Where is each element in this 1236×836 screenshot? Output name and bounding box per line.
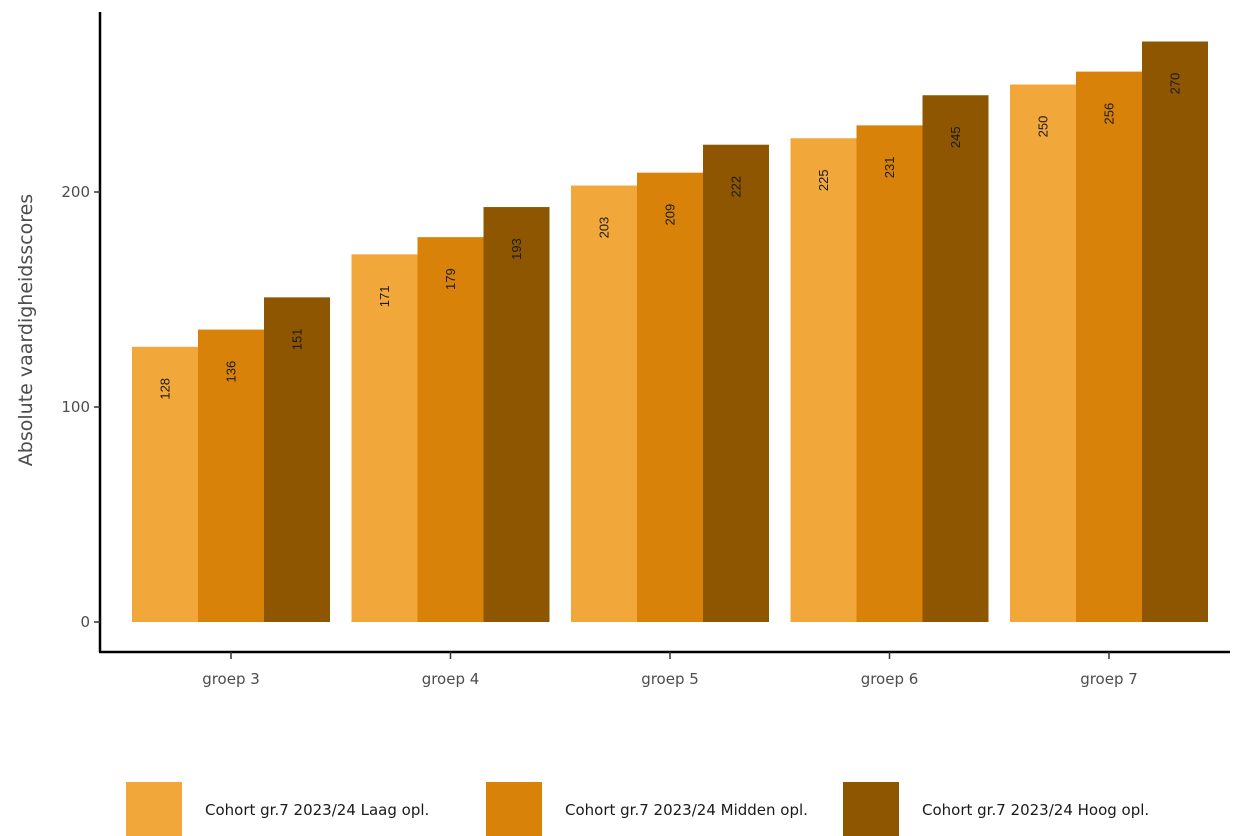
bar-value-label: 171 — [377, 285, 392, 307]
x-tick-label: groep 6 — [861, 670, 919, 688]
bar-value-label: 270 — [1168, 73, 1183, 95]
bar-value-label: 222 — [729, 176, 744, 198]
bar-value-label: 203 — [597, 217, 612, 239]
bar — [571, 185, 637, 623]
bar-value-label: 231 — [882, 156, 897, 178]
y-axis-title: Absolute vaardigheidsscores — [15, 194, 37, 466]
bar — [703, 144, 769, 622]
bar — [198, 329, 264, 622]
bar — [351, 254, 418, 622]
bar — [264, 297, 330, 622]
bar-value-label: 245 — [948, 126, 963, 148]
plot-area: 128 136 151 171 179 193 203 209 222 225 231 245 250 2… — [132, 41, 1208, 623]
legend-swatch — [126, 782, 182, 836]
y-axis: 0 100 200 — [61, 12, 102, 652]
legend-swatch — [843, 782, 899, 836]
bar — [856, 125, 923, 622]
bar — [790, 138, 857, 622]
legend-swatch — [486, 782, 542, 836]
bar — [637, 172, 703, 622]
bar-value-label: 128 — [158, 378, 173, 400]
bar-value-label: 179 — [443, 268, 458, 290]
legend-label: Cohort gr.7 2023/24 Midden opl. — [565, 801, 808, 819]
bar-value-label: 225 — [816, 169, 831, 191]
legend-label: Cohort gr.7 2023/24 Hoog opl. — [922, 801, 1149, 819]
bar-value-label: 151 — [290, 328, 305, 350]
x-tick-label: groep 3 — [202, 670, 260, 688]
x-tick-label: groep 7 — [1080, 670, 1138, 688]
bar-value-label: 193 — [509, 238, 524, 260]
bar — [922, 95, 989, 622]
bar-value-label: 256 — [1102, 103, 1117, 125]
bar — [483, 207, 550, 623]
bar-value-label: 136 — [224, 361, 239, 383]
bar — [1142, 41, 1208, 622]
x-tick-label: groep 4 — [422, 670, 480, 688]
x-axis: groep 3 groep 4 groep 5 groep 6 groep 7 — [99, 650, 1230, 688]
y-tick-label: 0 — [80, 613, 90, 631]
bar — [132, 346, 198, 622]
y-tick-label: 100 — [61, 398, 90, 416]
bar — [1010, 84, 1076, 622]
bar — [1076, 71, 1142, 623]
x-tick-label: groep 5 — [641, 670, 699, 688]
bar-value-label: 250 — [1036, 116, 1051, 138]
y-tick-label: 200 — [61, 183, 90, 201]
bar-value-label: 209 — [663, 204, 678, 226]
legend: Cohort gr.7 2023/24 Laag opl. Cohort gr.7… — [126, 782, 1149, 836]
legend-label: Cohort gr.7 2023/24 Laag opl. — [205, 801, 429, 819]
bar — [417, 237, 484, 622]
